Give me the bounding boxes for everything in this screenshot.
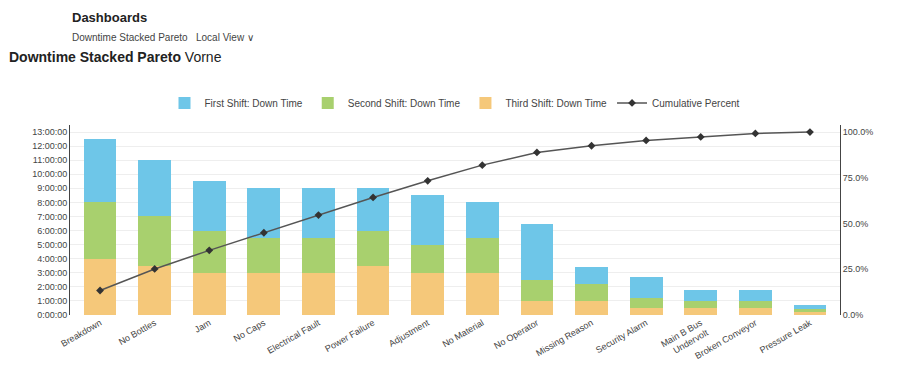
svg-text:Missing Reason: Missing Reason (534, 317, 594, 358)
svg-text:Main B BusUndervolt: Main B BusUndervolt (659, 317, 710, 359)
svg-text:Jam: Jam (193, 317, 213, 334)
svg-text:Pressure Leak: Pressure Leak (758, 317, 814, 355)
svg-text:1:00:00: 1:00:00 (37, 296, 67, 306)
svg-text:5:00:00: 5:00:00 (37, 240, 67, 250)
svg-text:100.0%: 100.0% (843, 127, 874, 137)
svg-text:4:00:00: 4:00:00 (37, 254, 67, 264)
svg-text:Electrical Fault: Electrical Fault (266, 317, 323, 355)
svg-text:0.0%: 0.0% (843, 310, 864, 320)
svg-text:12:00:00: 12:00:00 (32, 141, 67, 151)
svg-text:6:00:00: 6:00:00 (37, 226, 67, 236)
svg-text:Cumulative Percent: Cumulative Percent (652, 98, 739, 109)
svg-text:No Material: No Material (441, 317, 486, 349)
svg-text:8:00:00: 8:00:00 (37, 198, 67, 208)
svg-text:Third Shift: Down Time: Third Shift: Down Time (505, 98, 607, 109)
svg-text:Downtime Stacked Pareto Vorne: Downtime Stacked Pareto Vorne (9, 49, 222, 65)
svg-text:Security Alarm: Security Alarm (594, 317, 649, 355)
svg-text:13:00:00: 13:00:00 (32, 127, 67, 137)
svg-text:Adjustment: Adjustment (387, 317, 431, 348)
svg-text:75.0%: 75.0% (843, 173, 869, 183)
svg-text:Power Failure: Power Failure (323, 317, 376, 353)
svg-text:Downtime Stacked Pareto Loca: Downtime Stacked Pareto Local View ∨ (72, 32, 254, 43)
svg-text:No Caps: No Caps (232, 317, 268, 343)
svg-text:Second Shift: Down Time: Second Shift: Down Time (348, 98, 461, 109)
svg-text:Dashboards: Dashboards (72, 10, 147, 25)
svg-text:No Bottles: No Bottles (117, 317, 158, 347)
svg-text:First Shift: Down Time: First Shift: Down Time (205, 98, 303, 109)
svg-text:3:00:00: 3:00:00 (37, 268, 67, 278)
svg-text:2:00:00: 2:00:00 (37, 282, 67, 292)
svg-text:9:00:00: 9:00:00 (37, 183, 67, 193)
svg-text:0:00:00: 0:00:00 (37, 310, 67, 320)
svg-text:Broken Conveyor: Broken Conveyor (693, 317, 758, 360)
svg-text:50.0%: 50.0% (843, 219, 869, 229)
svg-text:7:00:00: 7:00:00 (37, 212, 67, 222)
svg-text:25.0%: 25.0% (843, 264, 869, 274)
svg-text:Breakdown: Breakdown (59, 317, 103, 348)
svg-text:11:00:00: 11:00:00 (33, 155, 67, 165)
svg-text:No Operator: No Operator (492, 317, 540, 350)
svg-text:10:00:00: 10:00:00 (32, 169, 67, 179)
